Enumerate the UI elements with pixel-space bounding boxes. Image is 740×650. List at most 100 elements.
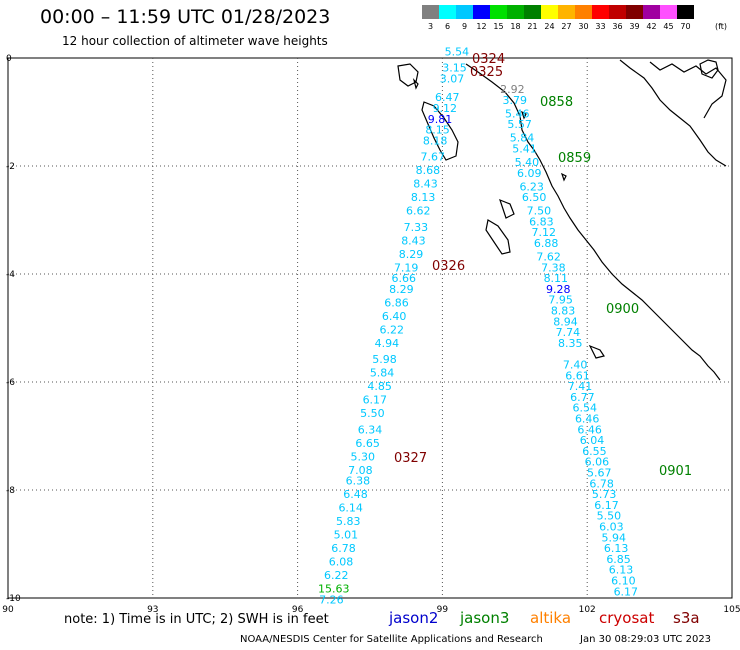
wave-height-label: 6.38 [346,475,371,488]
wave-height-label: 9.81 [428,113,453,126]
wave-height-label: 6.78 [331,542,356,555]
wave-height-label: 8.18 [423,134,448,147]
color-legend [422,5,694,19]
wave-height-label: 6.66 [392,272,417,285]
coast-top-right [649,61,727,119]
wave-height-label: 5.73 [592,488,617,501]
wave-height-label: 6.23 [519,180,544,193]
legend-swatch [507,5,524,19]
wave-height-label: 6.40 [382,310,407,323]
wave-height-label: 2.92 [500,83,525,96]
wave-height-label: 8.43 [401,234,426,247]
wave-height-label: 9.28 [546,283,571,296]
wave-height-label: 6.34 [358,423,383,436]
pass-label-0327: 0327 [394,451,427,466]
legend-swatch [524,5,541,19]
legend-label: 27 [561,22,572,31]
wave-height-label: 6.88 [534,237,559,250]
wave-height-label: 8.29 [399,248,424,261]
pass-label-0326: 0326 [432,259,465,274]
wave-height-label: 6.83 [529,215,554,228]
legend-label: 6 [444,22,451,31]
legend-label: 12 [476,22,487,31]
legend-swatch [541,5,558,19]
sumatra-coast [465,63,721,381]
wave-height-label: 7.74 [556,326,581,339]
legend-label: 42 [646,22,657,31]
wave-height-label: 6.06 [585,456,610,469]
wave-height-label: 7.33 [404,221,429,234]
wave-height-label: 7.40 [563,359,588,372]
wave-height-label: 6.85 [606,553,631,566]
pass-label-0900: 0900 [606,302,639,317]
x-tick-label: 99 [437,605,449,615]
wave-height-label: 6.55 [582,445,607,458]
grid-lines [7,57,733,599]
wave-height-label: 4.94 [375,337,400,350]
legend-label: 36 [612,22,623,31]
pass-label-0325: 0325 [470,65,503,80]
wave-height-label: 5.46 [505,107,530,120]
wave-height-label: 6.22 [379,323,404,336]
legend-swatch [473,5,490,19]
small-islands [412,78,567,182]
wave-height-label: 6.08 [329,556,354,569]
wave-height-label: 6.78 [589,477,614,490]
nias-island [421,101,459,161]
wave-height-label: 7.67 [420,151,445,164]
sumatra-northeast [619,59,727,167]
wave-height-label: 15.63 [318,583,350,596]
legend-label: 3 [427,22,434,31]
wave-height-label: 5.50 [597,510,622,523]
islands-northeast [699,59,719,79]
wave-height-label: 5.98 [372,353,397,366]
wave-height-label: 6.50 [522,191,547,204]
legend-label: 18 [510,22,521,31]
map-subtitle: 12 hour collection of altimeter wave hei… [62,34,328,48]
pass-label-0858: 0858 [540,95,573,110]
footer-note: note: 1) Time is in UTC; 2) SWH is in fe… [64,612,329,627]
x-tick-label: 102 [579,605,596,615]
wave-height-label: 6.48 [343,488,368,501]
color-legend-labels: 3 6 9 12 15 18 21 24 27 30 33 36 39 42 45 70 [422,22,694,31]
legend-label: 45 [663,22,674,31]
x-tick-label: 96 [292,605,304,615]
legend-label: 39 [629,22,640,31]
wave-height-label: 6.77 [570,391,595,404]
wave-height-label: 6.22 [324,569,349,582]
x-tick-label: 90 [2,605,14,615]
legend-label: 70 [680,22,691,31]
wave-height-label: 5.30 [351,450,376,463]
wave-height-label: 7.12 [532,226,557,239]
pass-label-0324: 0324 [472,52,505,67]
wave-height-label: 6.46 [575,413,600,426]
wave-height-label: 6.47 [435,91,460,104]
wave-height-label: 8.35 [558,337,583,350]
track-east: 2.923.795.465.575.845.415.406.096.236.50… [500,83,638,598]
legend-swatch [575,5,592,19]
wave-height-label: 6.17 [594,499,619,512]
legend-label: 30 [578,22,589,31]
legend-label: 21 [527,22,538,31]
wave-height-label: 5.57 [507,118,532,131]
wave-height-label: 3.79 [503,94,528,107]
mission-jason3: jason3 [460,609,510,627]
x-tick-label: 105 [723,605,740,615]
enggano-island [588,344,605,359]
y-tick-label: 0 [6,54,12,64]
mission-cryosat: cryosat [599,609,655,627]
legend-swatch [558,5,575,19]
wave-height-label: 7.95 [548,294,573,307]
y-tick-label: -4 [6,270,15,280]
mission-altika: altika [530,609,572,627]
wave-height-label: 6.03 [599,521,624,534]
wave-height-label: 5.94 [601,531,626,544]
wave-height-label: 6.13 [609,564,634,577]
wave-height-label: 6.61 [565,369,590,382]
wave-height-label: 5.84 [510,132,535,145]
y-tick-label: -6 [6,378,15,388]
legend-swatch [660,5,677,19]
wave-height-label: 8.13 [411,191,436,204]
